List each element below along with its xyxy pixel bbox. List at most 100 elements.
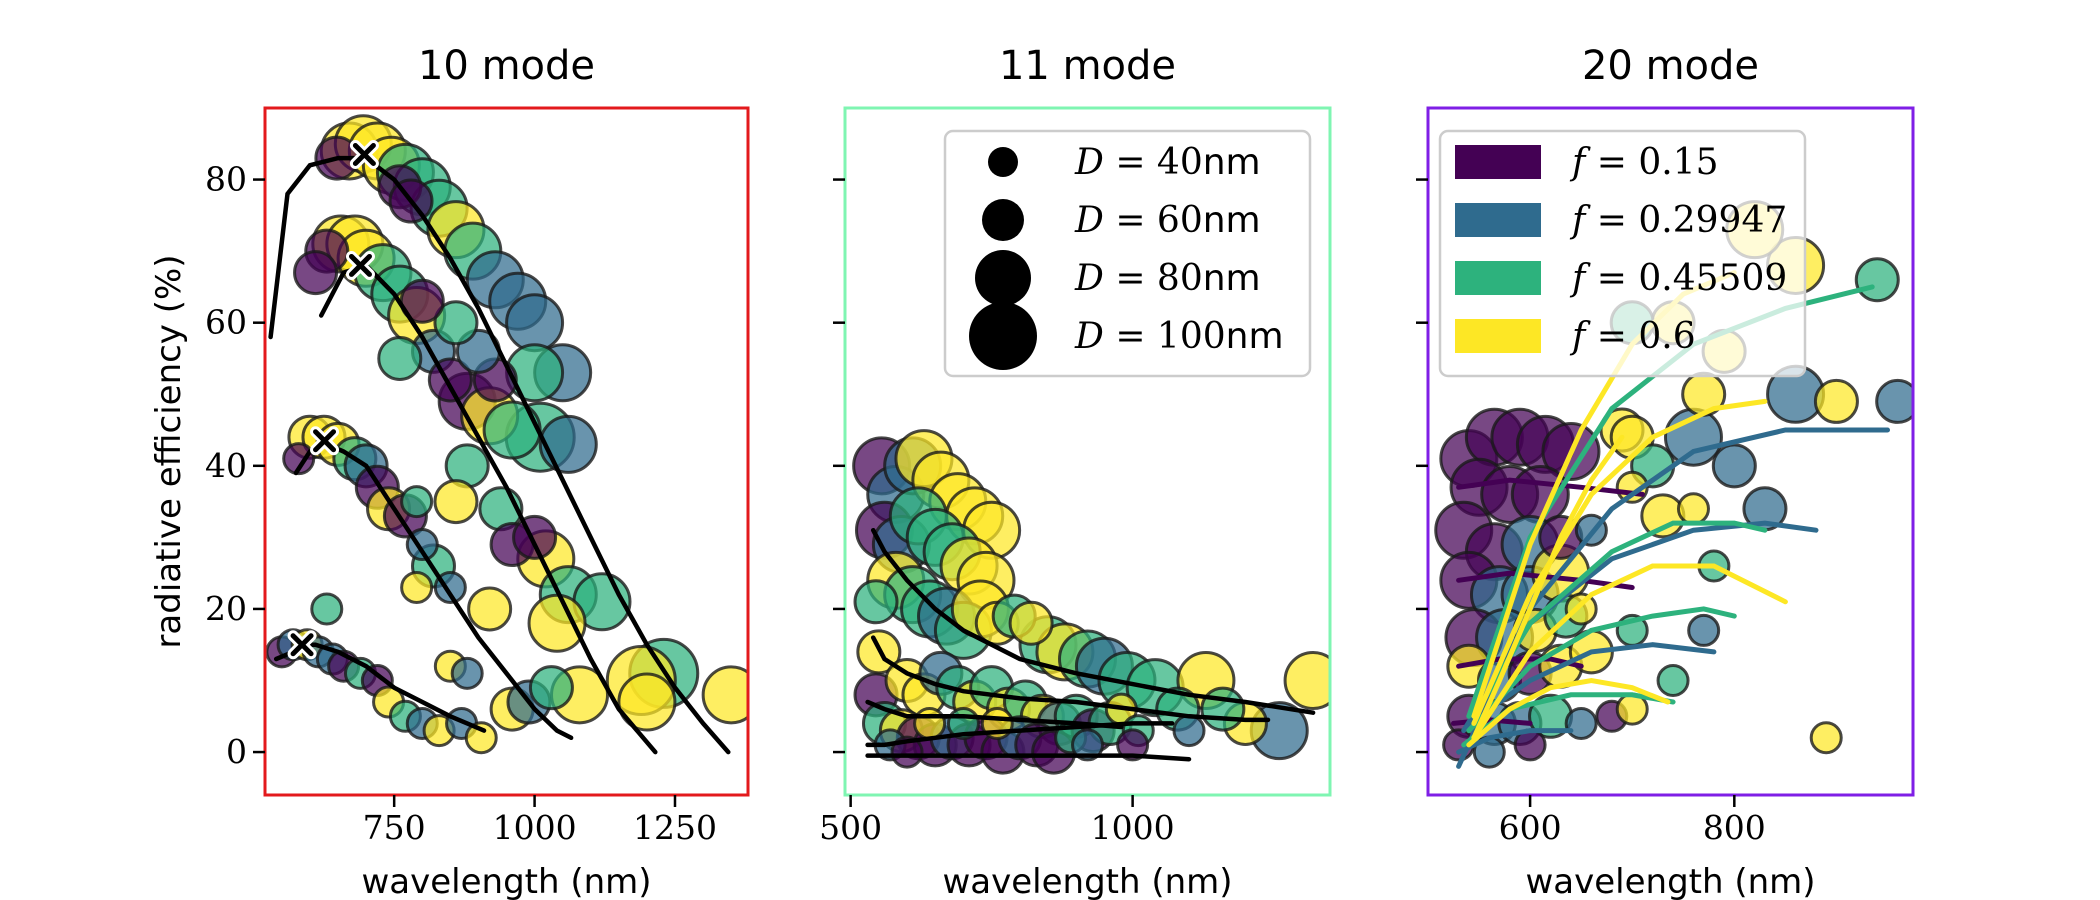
y-tick-label: 40 — [205, 446, 247, 485]
y-tick-label: 80 — [205, 160, 247, 199]
panel-1: 0 20 40 60 80 750 1000 1250 10 mode wavelength (n… — [149, 43, 750, 900]
data-point — [310, 592, 344, 626]
fit-curve — [865, 699, 1124, 730]
chart-title: 20 mode — [1582, 43, 1759, 89]
data-point — [1711, 443, 1757, 489]
data-point — [1172, 714, 1206, 748]
x-axis-label: wavelength (nm) — [361, 862, 651, 900]
legend-size-marker — [969, 302, 1037, 370]
fit-curve — [1471, 520, 1768, 719]
chart-title: 10 mode — [418, 43, 595, 89]
legend-color-swatch — [1455, 261, 1541, 295]
x-axis-label: wavelength (nm) — [942, 862, 1232, 900]
data-point — [701, 665, 748, 725]
fit-curve — [865, 753, 1192, 762]
legend-color-swatch — [1455, 203, 1541, 237]
x-tick-label: 600 — [1499, 808, 1562, 847]
data-point — [1854, 257, 1900, 303]
data-point — [1200, 686, 1246, 732]
data-point — [450, 656, 484, 690]
legend-label: f = 0.45509 — [1569, 258, 1787, 299]
legend-label: f = 0.15 — [1569, 142, 1719, 183]
maximum-marker — [349, 140, 379, 170]
data-point — [1008, 600, 1054, 646]
y-tick-label: 0 — [226, 732, 247, 771]
color-legend: f = 0.15 f = 0.29947 f = 0.45509 f = 0.6 — [1438, 129, 1807, 378]
data-point — [1564, 706, 1598, 740]
fit-curve — [1466, 642, 1717, 726]
legend-size-marker — [988, 147, 1018, 177]
data-point — [853, 579, 899, 625]
axes-frame — [843, 106, 1332, 797]
maximum-marker — [287, 630, 317, 660]
x-tick-label: 750 — [363, 808, 426, 847]
data-point — [1283, 651, 1330, 710]
data-point — [282, 442, 316, 476]
data-point — [400, 570, 434, 604]
x-axis-label: wavelength (nm) — [1525, 862, 1815, 900]
data-point — [1875, 378, 1913, 424]
fit-curve — [1456, 477, 1645, 497]
legend-box — [1438, 129, 1807, 378]
data-point — [1676, 492, 1710, 526]
data-point — [464, 721, 498, 755]
data-point — [512, 514, 558, 560]
data-point — [617, 672, 677, 732]
axes-frame — [1426, 106, 1915, 797]
data-point — [1809, 721, 1843, 755]
data-point — [400, 485, 434, 519]
data-point — [467, 586, 513, 632]
legend-label: f = 0.29947 — [1569, 200, 1787, 241]
data-point — [482, 400, 542, 460]
data-point — [433, 300, 479, 346]
fit-curve — [1456, 728, 1574, 755]
data-point — [505, 293, 565, 353]
axes-frame — [263, 106, 750, 797]
chart-title: 11 mode — [999, 43, 1176, 89]
legend-size-marker — [975, 250, 1031, 306]
fit-curve — [1466, 677, 1671, 748]
y-axis-label: radiative efficiency (%) — [149, 254, 189, 648]
data-point — [293, 250, 339, 296]
legend-box — [943, 129, 1312, 378]
x-tick-label: 1000 — [1091, 808, 1175, 847]
fit-curve — [1471, 563, 1788, 741]
fit-curve — [865, 721, 1175, 748]
legend-color-swatch — [1455, 145, 1541, 179]
legend-color-swatch — [1455, 319, 1541, 353]
plot-area — [852, 429, 1330, 775]
data-point — [377, 335, 423, 381]
size-legend: D = 40nm D = 60nm D = 80nm D = 100nm — [943, 129, 1312, 378]
legend-label: D = 60nm — [1074, 200, 1261, 241]
data-point — [538, 414, 598, 474]
fit-curve — [1471, 398, 1768, 726]
fit-curve — [1466, 606, 1737, 734]
fit-curve — [870, 635, 1271, 723]
fit-curve — [870, 527, 1316, 715]
data-point — [1656, 664, 1690, 697]
data-point — [527, 593, 587, 653]
data-point — [433, 479, 479, 525]
legend-label: D = 40nm — [1074, 142, 1261, 183]
maximum-marker — [310, 426, 340, 456]
fit-curve — [1471, 434, 1625, 741]
legend-size-marker — [982, 199, 1024, 241]
x-tick-label: 800 — [1703, 808, 1766, 847]
maximum-marker — [345, 250, 375, 280]
data-point — [528, 665, 574, 711]
data-point — [1687, 613, 1721, 647]
data-point — [913, 706, 947, 740]
plot-area — [265, 114, 748, 755]
y-tick-label: 60 — [205, 303, 247, 342]
x-tick-label: 500 — [819, 808, 882, 847]
data-point — [1813, 378, 1859, 424]
legend-label: D = 80nm — [1074, 258, 1261, 299]
legend-label: D = 100nm — [1074, 316, 1284, 357]
y-tick-label: 20 — [205, 589, 247, 628]
x-tick-label: 1250 — [633, 808, 717, 847]
legend-label: f = 0.6 — [1569, 316, 1696, 357]
fit-curve — [1451, 717, 1533, 726]
